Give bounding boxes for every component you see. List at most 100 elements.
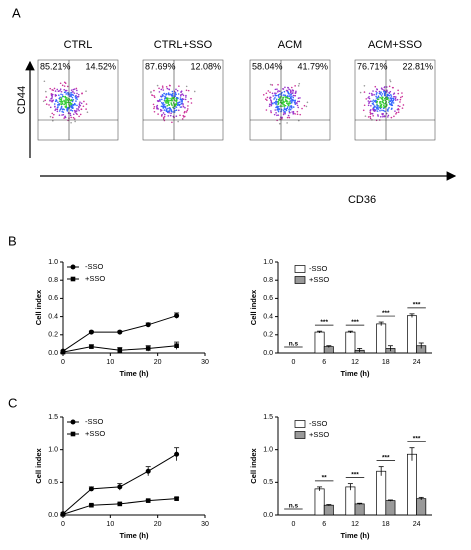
dot: [387, 114, 390, 117]
dot: [168, 99, 170, 102]
dot: [290, 93, 293, 95]
dot: [382, 89, 385, 91]
dot: [160, 88, 163, 91]
y-tick-label: 0.4: [263, 313, 273, 320]
dot: [397, 104, 400, 107]
dot: [297, 106, 300, 109]
dot: [377, 106, 379, 109]
dot: [168, 103, 170, 106]
dot: [372, 99, 375, 101]
dot: [370, 105, 372, 107]
dot: [171, 121, 173, 124]
dot: [291, 95, 293, 98]
dot: [386, 98, 389, 101]
dot: [387, 110, 389, 112]
dot: [165, 102, 168, 104]
dot: [383, 86, 386, 88]
dot: [394, 99, 397, 101]
dot: [70, 89, 73, 91]
dot: [77, 93, 80, 96]
dot: [282, 88, 284, 90]
dot: [48, 104, 50, 106]
dot: [190, 102, 193, 104]
dot: [375, 95, 377, 98]
dot: [182, 114, 185, 117]
dot: [163, 105, 166, 108]
dot: [75, 97, 77, 100]
dot: [78, 105, 80, 108]
dot: [392, 93, 395, 95]
dot: [174, 109, 176, 112]
dot: [165, 110, 168, 113]
dot: [288, 110, 291, 113]
point: [60, 349, 66, 355]
quadrant-right: 14.52%: [85, 61, 116, 71]
x-tick-label: 20: [154, 521, 162, 528]
dot: [182, 98, 185, 101]
dot: [383, 94, 386, 97]
density: [262, 82, 309, 125]
dot: [85, 103, 88, 105]
dot: [72, 88, 75, 91]
dot: [367, 100, 370, 102]
dot: [372, 114, 374, 117]
dot: [284, 86, 286, 89]
dot: [282, 102, 284, 105]
dot: [287, 104, 290, 107]
y-axis-label: Cell index: [34, 289, 43, 325]
dot: [274, 92, 276, 94]
panel-title: ACM: [278, 39, 302, 51]
y-tick-label: 0.4: [48, 313, 58, 320]
dot: [387, 108, 389, 110]
dot: [79, 113, 82, 116]
dot: [75, 87, 78, 90]
dot: [290, 104, 292, 107]
dot: [76, 110, 78, 112]
dot: [298, 100, 301, 103]
dot: [290, 101, 293, 104]
point: [117, 484, 123, 490]
dot: [266, 99, 268, 101]
dot: [55, 98, 57, 101]
dot: [66, 99, 69, 101]
dot: [267, 90, 270, 92]
bar: [354, 503, 365, 516]
dot: [67, 107, 70, 109]
dot: [392, 99, 395, 102]
dot: [73, 88, 76, 90]
dot: [75, 100, 77, 102]
y-axis-label: Cell index: [249, 447, 258, 483]
dot: [171, 97, 173, 99]
y-tick-label: 1.5: [48, 414, 58, 421]
dot: [49, 87, 52, 90]
dot: [176, 99, 178, 101]
dot: [401, 95, 404, 98]
x-tick-label: 24: [413, 521, 421, 528]
dot: [368, 95, 370, 98]
dot: [163, 109, 166, 111]
dot: [283, 104, 285, 107]
dot: [275, 103, 277, 106]
dot: [56, 104, 59, 106]
point: [145, 468, 151, 474]
dot: [162, 105, 164, 108]
y-tick-label: 1.0: [48, 447, 58, 454]
dot: [286, 106, 289, 108]
annotation: ***: [351, 471, 359, 478]
x-tick-label: 20: [154, 359, 162, 366]
annotation: ***: [351, 319, 359, 326]
dot: [268, 105, 271, 107]
bar: [314, 488, 325, 516]
dot: [274, 109, 277, 111]
dot: [70, 93, 73, 96]
flow-panels: CTRL 85.21% 14.52% CTRL+SSO 87.69% 12.08% ACM 5…: [37, 39, 436, 141]
dot: [177, 120, 179, 123]
dot: [173, 104, 176, 106]
x-axis-label: Time (h): [340, 369, 370, 378]
dot: [380, 97, 383, 100]
legend-label: +SSO: [309, 275, 329, 284]
dot: [277, 100, 279, 103]
dot: [181, 102, 183, 104]
dot: [373, 93, 375, 96]
dot: [53, 103, 56, 105]
